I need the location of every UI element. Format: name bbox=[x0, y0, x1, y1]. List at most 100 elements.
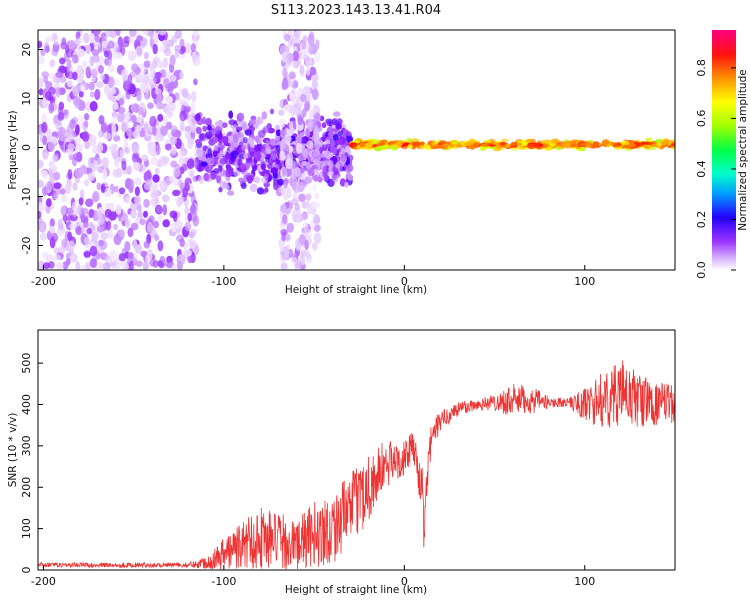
y-tick-label: 500 bbox=[20, 353, 33, 374]
spectrogram-cell bbox=[301, 160, 308, 167]
spectrogram-cell bbox=[107, 76, 115, 88]
y-tick-label: -10 bbox=[20, 188, 33, 206]
spectrogram-cell bbox=[101, 40, 108, 49]
snr-series bbox=[38, 360, 675, 570]
spectrogram-cell bbox=[60, 41, 68, 50]
spectrogram-cell bbox=[286, 187, 292, 198]
spectrogram-cell bbox=[77, 48, 86, 58]
spectrogram-cell bbox=[162, 204, 168, 216]
spectrogram-cell bbox=[157, 212, 164, 222]
spectrogram-cell bbox=[648, 146, 656, 150]
spectrogram-cell bbox=[42, 135, 47, 146]
spectrogram-cell bbox=[262, 125, 270, 133]
spectrogram-cell bbox=[288, 71, 296, 80]
spectrogram-cell bbox=[301, 144, 306, 157]
spectrogram-cell bbox=[261, 111, 268, 120]
spectrogram-cell bbox=[38, 210, 42, 219]
x-tick-label: 100 bbox=[574, 275, 595, 288]
spectrogram-cell bbox=[165, 96, 173, 103]
spectrogram-cell bbox=[299, 64, 305, 75]
spectrogram-cell bbox=[131, 144, 139, 154]
spectrogram-cell bbox=[232, 134, 239, 142]
spectrogram-cell bbox=[117, 107, 126, 114]
snr-line bbox=[38, 360, 675, 570]
spectrogram-cell bbox=[45, 128, 53, 141]
spectrogram-cell bbox=[104, 208, 112, 218]
spectrogram-y-label: Frequency (Hz) bbox=[7, 110, 19, 189]
spectrogram-cell bbox=[154, 234, 160, 242]
spectrogram-cell bbox=[162, 219, 170, 228]
spectrogram-cell bbox=[112, 143, 118, 151]
spectrogram-cell bbox=[238, 137, 245, 144]
spectrogram-cell bbox=[136, 90, 142, 102]
spectrogram-cell bbox=[92, 190, 100, 203]
spectrogram-cell bbox=[101, 157, 109, 168]
spectrogram-cell bbox=[163, 78, 170, 89]
spectrogram-cell bbox=[218, 186, 223, 193]
spectrogram-cell bbox=[84, 139, 90, 150]
y-tick-label: 100 bbox=[20, 518, 33, 539]
colorbar-tick-label: 0.6 bbox=[695, 110, 708, 128]
spectrogram-cell bbox=[80, 212, 86, 220]
spectrogram-cell bbox=[124, 196, 131, 205]
spectrogram-cell bbox=[285, 157, 293, 169]
spectrogram-cell bbox=[152, 125, 157, 136]
spectrogram-cell bbox=[132, 103, 140, 113]
spectrogram-cell bbox=[117, 52, 123, 60]
spectrogram-cell bbox=[176, 196, 183, 208]
spectrogram-cell bbox=[151, 185, 158, 194]
spectrogram-cell bbox=[38, 88, 44, 96]
spectrogram-cell bbox=[48, 102, 55, 114]
spectrogram-cell bbox=[202, 125, 208, 132]
spectrogram-cell bbox=[221, 136, 229, 144]
colorbar-tick-label: 0.8 bbox=[695, 59, 708, 77]
spectrogram-cell bbox=[128, 178, 135, 191]
spectrogram-cell bbox=[39, 232, 48, 241]
spectrogram-cell bbox=[381, 144, 391, 149]
spectrogram-cell bbox=[193, 30, 199, 38]
spectrogram-x-ticks: -200 -100 0 100 bbox=[31, 265, 595, 288]
spectrogram-cell bbox=[302, 221, 309, 231]
spectrogram-cell bbox=[41, 113, 48, 125]
spectrogram-cell bbox=[142, 30, 149, 35]
spectrogram-cell bbox=[72, 182, 78, 191]
spectrogram-cell bbox=[328, 160, 334, 169]
spectrogram-cell bbox=[88, 32, 96, 44]
spectrogram-cell bbox=[112, 115, 118, 125]
spectrogram-cell bbox=[120, 69, 129, 81]
spectrogram-cell bbox=[670, 142, 675, 147]
spectrogram-cell bbox=[94, 89, 101, 101]
spectrogram-cell bbox=[246, 137, 255, 145]
spectrogram-cell bbox=[481, 143, 488, 148]
spectrogram-cell bbox=[52, 254, 61, 262]
spectrogram-cell bbox=[313, 214, 321, 225]
spectrogram-cell bbox=[69, 39, 76, 50]
spectrogram-cell bbox=[190, 228, 198, 236]
spectrogram-cell bbox=[113, 185, 119, 193]
spectrogram-cell bbox=[292, 50, 299, 62]
spectrogram-cell bbox=[240, 182, 247, 190]
spectrogram-cell bbox=[311, 134, 319, 143]
spectrogram-cell bbox=[160, 125, 168, 136]
spectrogram-cell bbox=[187, 212, 193, 222]
spectrogram-cell bbox=[60, 205, 67, 216]
spectrogram-cell bbox=[191, 211, 198, 223]
spectrogram-cell bbox=[590, 144, 597, 149]
spectrogram-cell bbox=[96, 182, 102, 191]
spectrogram-cell bbox=[49, 236, 56, 249]
spectrogram-cell bbox=[305, 193, 312, 202]
snr-frame bbox=[37, 329, 676, 571]
spectrogram-cell bbox=[91, 232, 98, 244]
spectrogram-cell bbox=[451, 139, 460, 145]
spectrogram-cell bbox=[325, 143, 332, 149]
spectrogram-cell bbox=[304, 228, 313, 239]
spectrogram-cell bbox=[278, 109, 285, 116]
spectrogram-cell bbox=[205, 117, 212, 127]
spectrogram-cell bbox=[105, 30, 111, 37]
spectrogram-cell bbox=[280, 204, 287, 213]
spectrogram-cell bbox=[645, 137, 653, 143]
x-tick-label: -200 bbox=[31, 575, 56, 588]
spectrogram-cell bbox=[137, 72, 146, 81]
spectrogram-cell bbox=[219, 158, 227, 165]
spectrogram-cell bbox=[244, 129, 253, 136]
